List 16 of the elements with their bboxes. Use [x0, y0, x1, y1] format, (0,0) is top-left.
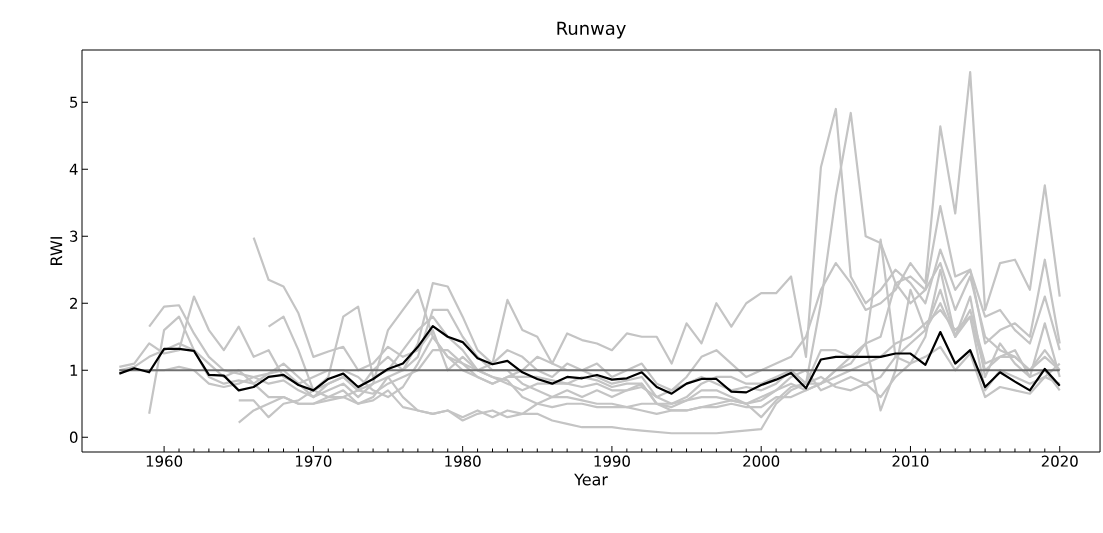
y-tick-label: 3 — [70, 230, 78, 242]
x-tick-label: 1960 — [146, 455, 183, 467]
y-tick-label: 5 — [70, 96, 78, 108]
x-tick-label: 1980 — [445, 455, 481, 467]
y-tick-label: 0 — [69, 431, 78, 443]
chart-title: Runway — [557, 21, 626, 39]
x-tick-label: 2010 — [892, 455, 929, 467]
x-tick-label: 1970 — [296, 455, 332, 467]
y-tick-label: 4 — [69, 163, 78, 175]
x-tick-label: 2000 — [743, 455, 780, 467]
x-tick-label: 1990 — [594, 455, 630, 467]
y-tick-label: 2 — [70, 297, 77, 309]
x-axis-title: Year — [574, 473, 608, 486]
x-tick-label: 2020 — [1041, 455, 1078, 467]
y-axis-title: RWI — [50, 237, 63, 265]
y-tick-label: 1 — [70, 364, 78, 376]
